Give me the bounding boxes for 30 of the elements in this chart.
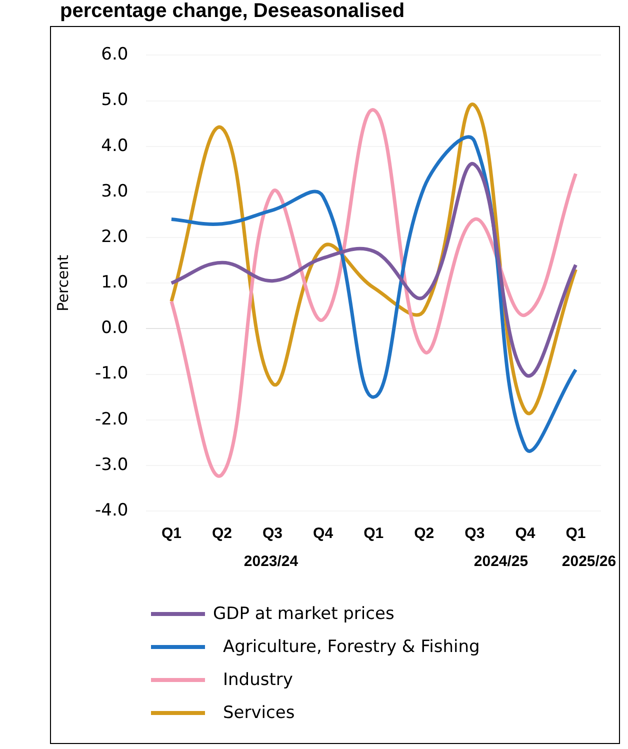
text: 2023/24 bbox=[244, 553, 298, 570]
x-tick-label: Q1 bbox=[364, 525, 384, 542]
y-tick-label: 4.0 bbox=[101, 136, 128, 156]
y-tick-label: 3.0 bbox=[101, 181, 128, 202]
y-axis-title: Percent bbox=[54, 254, 72, 312]
y-tick-label: 2.0 bbox=[101, 226, 128, 247]
legend-label: GDP at market prices bbox=[213, 604, 394, 624]
legend-label: Services bbox=[223, 702, 295, 722]
y-tick-label: -2.0 bbox=[95, 409, 128, 430]
x-tick-label: Q4 bbox=[313, 525, 334, 542]
x-tick-label: Q4 bbox=[515, 525, 536, 542]
x-tick-label: Q3 bbox=[464, 525, 485, 542]
legend-label: Industry bbox=[223, 670, 293, 690]
y-tick-label: 5.0 bbox=[101, 90, 128, 110]
x-tick-label: Q3 bbox=[262, 525, 283, 542]
y-tick-label: 6.0 bbox=[101, 44, 128, 65]
y-tick-label: -3.0 bbox=[95, 454, 128, 475]
chart-title: percentage change, Deseasonalised bbox=[60, 0, 405, 23]
y-tick-label: 1.0 bbox=[101, 272, 128, 293]
x-tick-label: Q2 bbox=[414, 525, 434, 542]
y-tick-label: 0.0 bbox=[101, 318, 128, 338]
x-tick-label: Q2 bbox=[212, 525, 232, 542]
line-series bbox=[170, 162, 578, 378]
x-tick-label: Q1 bbox=[161, 525, 182, 542]
text: 2024/25 bbox=[474, 553, 528, 570]
x-tick-label: Q1 bbox=[566, 525, 586, 542]
text: 2025/26 bbox=[562, 553, 616, 570]
y-tick-label: -4.0 bbox=[95, 500, 128, 520]
y-tick-label: -1.0 bbox=[95, 364, 128, 384]
legend-label: Agriculture, Forestry & Fishing bbox=[223, 636, 480, 656]
